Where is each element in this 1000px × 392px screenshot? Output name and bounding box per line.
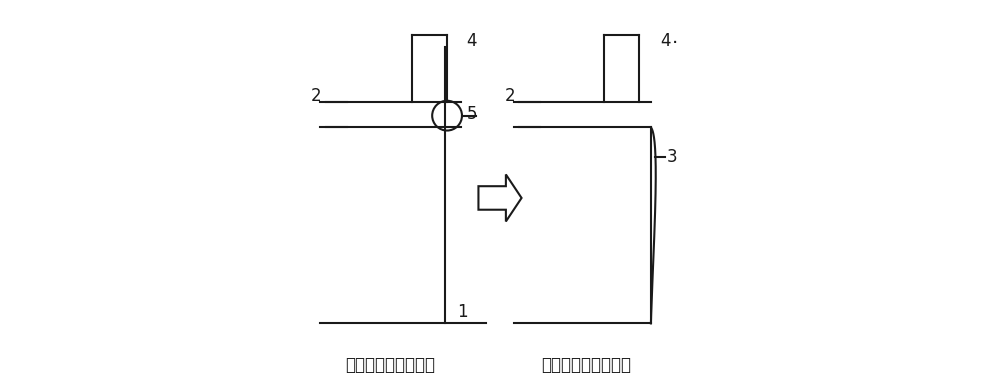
- Text: 改进的焊料分布结构: 改进的焊料分布结构: [541, 356, 631, 374]
- Text: 4: 4: [467, 32, 477, 50]
- Text: ·: ·: [672, 34, 678, 53]
- Text: 2: 2: [504, 87, 515, 105]
- Text: 5: 5: [467, 105, 477, 123]
- Text: 普通的焊料分布结构: 普通的焊料分布结构: [345, 356, 435, 374]
- Text: 2: 2: [311, 87, 322, 105]
- Text: 4: 4: [661, 32, 671, 50]
- Text: 3: 3: [667, 148, 677, 166]
- Text: 1: 1: [457, 303, 468, 321]
- Polygon shape: [478, 174, 522, 221]
